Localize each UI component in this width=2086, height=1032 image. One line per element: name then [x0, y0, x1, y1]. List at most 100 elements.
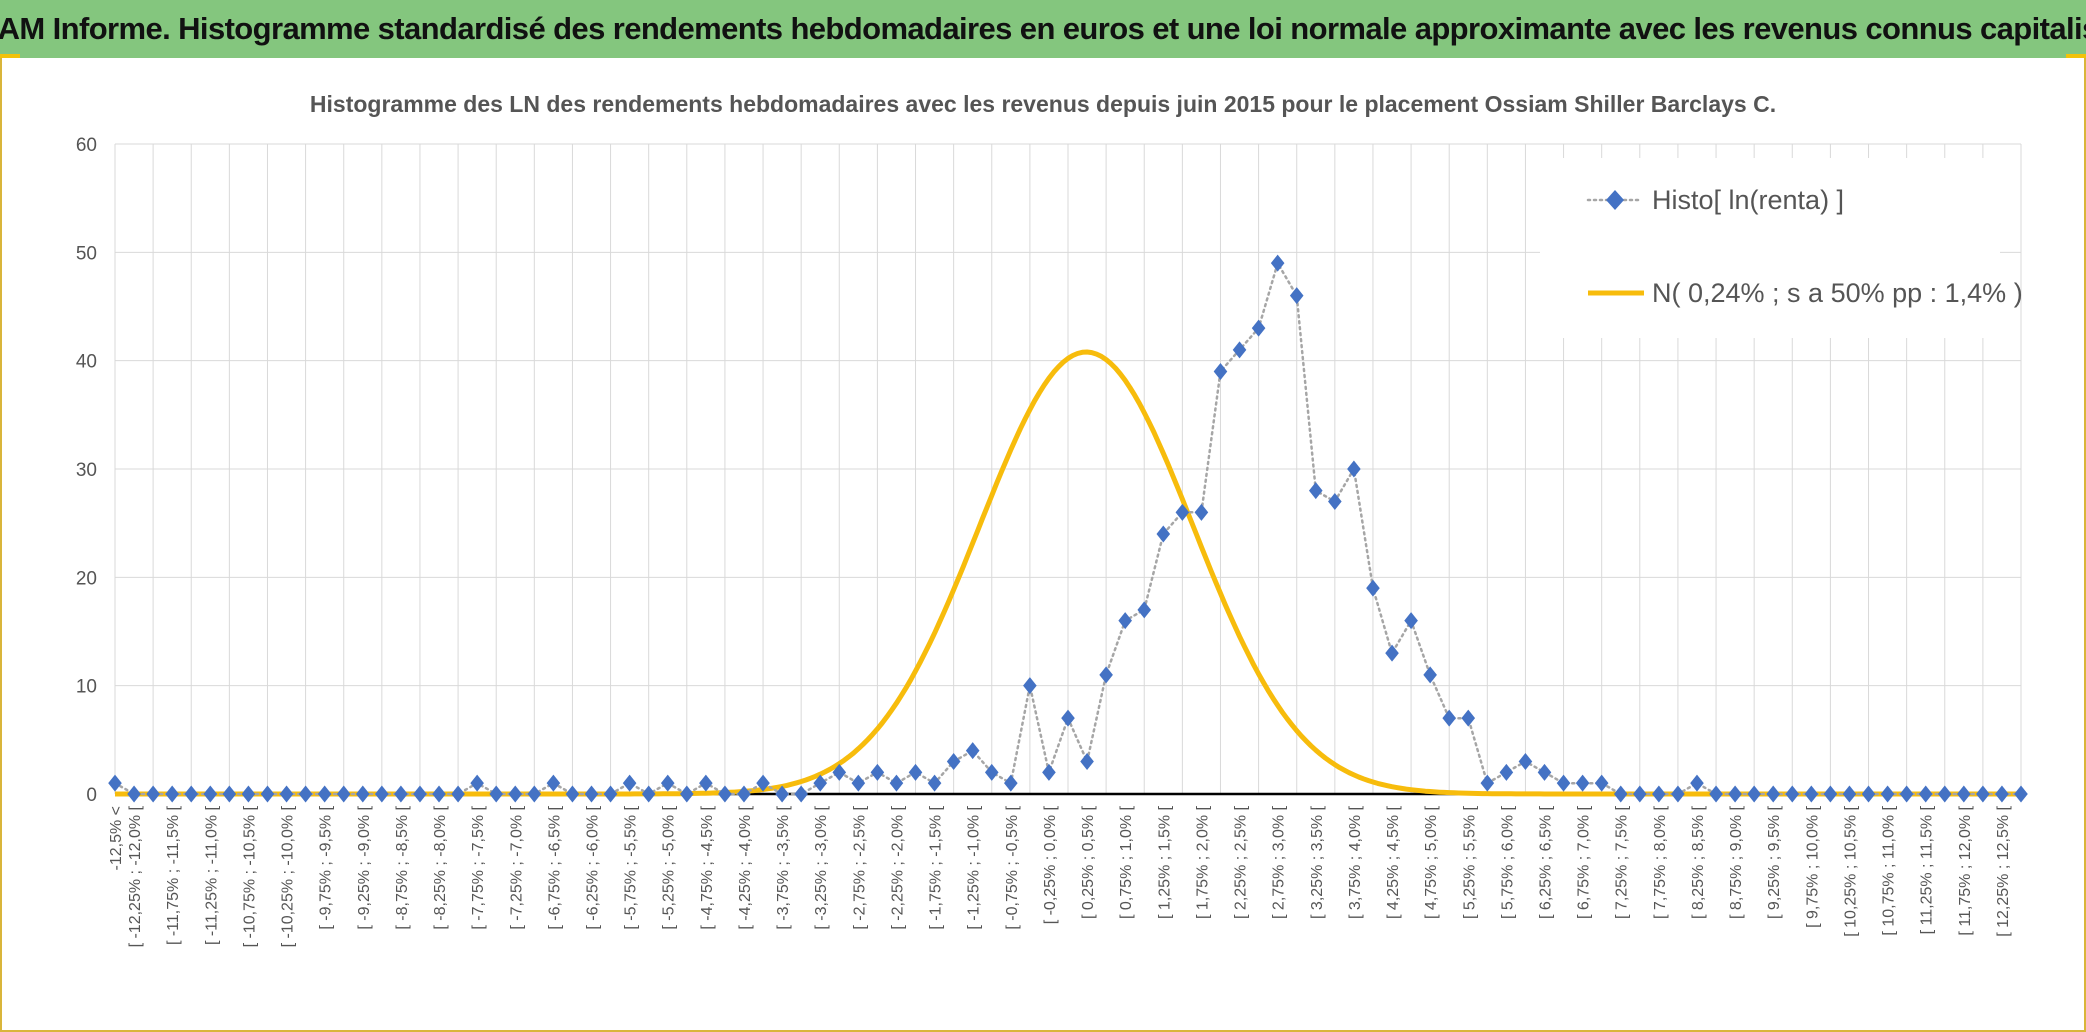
x-tick-label: [ -7,25% ; -7,0% [ [508, 805, 525, 929]
histo-point [1423, 666, 1437, 684]
histo-point [870, 763, 885, 781]
x-tick-label: [ -3,25% ; -3,0% [ [813, 805, 830, 929]
histo-point [1709, 785, 1723, 803]
histo-point [1976, 785, 1990, 803]
x-tick-label: -12,5% < [108, 806, 125, 870]
histo-point [908, 763, 923, 781]
histo-point [222, 785, 237, 803]
legend-label-normal: N( 0,24% ; s a 50% pp : 1,4% ) [1652, 278, 2023, 308]
histo-point [1156, 525, 1171, 543]
x-tick-label: [ 3,75% ; 4,0% [ [1347, 805, 1364, 919]
x-tick-label: [ -6,75% ; -6,5% [ [546, 805, 563, 929]
x-tick-label: [ 2,25% ; 2,5% [ [1233, 805, 1250, 919]
histo-point [1804, 785, 1819, 803]
histo-point [127, 785, 141, 803]
x-tick-label: [ 6,25% ; 6,5% [ [1538, 805, 1555, 919]
x-tick-label: [ -4,25% ; -4,0% [ [737, 805, 754, 929]
histo-point [813, 774, 828, 792]
histo-point [1175, 503, 1190, 521]
histo-point [508, 785, 523, 803]
y-tick-label: 50 [76, 243, 97, 264]
x-tick-label: [ -5,75% ; -5,5% [ [623, 805, 640, 929]
histo-point [1518, 753, 1533, 770]
histo-point [1747, 785, 1761, 803]
histo-point [375, 785, 389, 803]
x-tick-label: [ -10,25% ; -10,0% [ [280, 805, 297, 947]
histo-point [775, 785, 789, 803]
histo-point [355, 785, 370, 803]
legend: Histo[ ln(renta) ] N( 0,24% ; s a 50% pp… [1540, 158, 2023, 338]
histo-point [146, 785, 160, 803]
histo-point [1499, 763, 1514, 781]
histo-point [1594, 774, 1609, 792]
histo-point [1251, 319, 1266, 337]
histo-point [1880, 785, 1895, 803]
x-tick-label: [ -9,75% ; -9,5% [ [318, 805, 335, 929]
histo-point [203, 785, 218, 803]
x-tick-label: [ 0,25% ; 0,5% [ [1080, 805, 1097, 919]
histo-point [1995, 785, 2009, 803]
histo-point [984, 763, 999, 781]
histo-point [565, 785, 580, 803]
histo-point [1232, 341, 1247, 359]
histo-point [241, 785, 256, 803]
histo-point [622, 774, 637, 792]
y-tick-label: 30 [76, 460, 97, 481]
histo-point [699, 774, 713, 792]
histo-point [1289, 287, 1304, 305]
histo-point [1537, 763, 1552, 781]
x-tick-label: [ -12,25% ; -12,0% [ [127, 805, 144, 947]
histo-point [1213, 363, 1228, 380]
histo-point [165, 785, 179, 803]
histo-point [1404, 612, 1418, 630]
histo-point [603, 785, 618, 803]
histo-point [1671, 785, 1685, 803]
legend-background [1540, 158, 2000, 338]
x-tick-label: [ -0,25% ; 0,0% [ [1042, 805, 1059, 924]
histo-point [1061, 709, 1075, 727]
x-tick-label: [ 11,75% ; 12,0% [ [1957, 805, 1974, 935]
x-tick-label: [ 9,75% ; 10,0% [ [1804, 805, 1821, 927]
x-tick-label: [ -11,25% ; -11,0% [ [203, 805, 220, 945]
histo-point [489, 785, 503, 803]
histo-point [108, 774, 122, 792]
histo-point [1899, 785, 1914, 803]
histo-point [1766, 785, 1781, 803]
histo-point [1137, 601, 1152, 619]
histo-point [298, 785, 313, 803]
histo-point [737, 785, 751, 803]
x-tick-label: [ 10,25% ; 10,5% [ [1842, 805, 1859, 936]
histo-point [641, 785, 656, 803]
histo-point [1823, 785, 1838, 803]
y-axis-ticks: 0 10 20 30 40 50 60 [76, 135, 97, 806]
histo-point [1385, 644, 1399, 662]
x-tick-label: [ -8,25% ; -8,0% [ [432, 805, 449, 929]
histo-point [1099, 666, 1113, 684]
histo-point [1461, 709, 1476, 727]
histo-point [317, 785, 332, 803]
chart-title: Histogramme des LN des rendements hebdom… [310, 91, 1776, 117]
x-tick-label: [ -7,75% ; -7,5% [ [470, 805, 487, 929]
histo-point [1118, 612, 1132, 630]
histo-point [1633, 785, 1647, 803]
x-tick-label: [ 9,25% ; 9,5% [ [1766, 805, 1783, 919]
histo-point [1023, 677, 1037, 695]
histo-point [1842, 785, 1857, 803]
x-tick-label: [ -11,75% ; -11,5% [ [165, 805, 182, 945]
x-tick-label: [ 8,25% ; 8,5% [ [1690, 805, 1707, 919]
y-tick-label: 40 [76, 352, 97, 373]
histo-point [680, 785, 694, 803]
x-tick-label: [ -3,75% ; -3,5% [ [775, 805, 792, 929]
histo-point [1308, 482, 1323, 500]
histo-point [336, 785, 351, 803]
x-tick-label: [ 6,75% ; 7,0% [ [1576, 805, 1593, 919]
histo-point [718, 785, 732, 803]
histo-point [794, 785, 808, 803]
histo-point [1270, 254, 1285, 272]
histo-point [1652, 785, 1666, 803]
x-tick-label: [ 1,25% ; 1,5% [ [1156, 805, 1173, 919]
histo-point [1690, 774, 1704, 792]
histo-point [432, 785, 446, 803]
histo-point [1937, 785, 1952, 803]
